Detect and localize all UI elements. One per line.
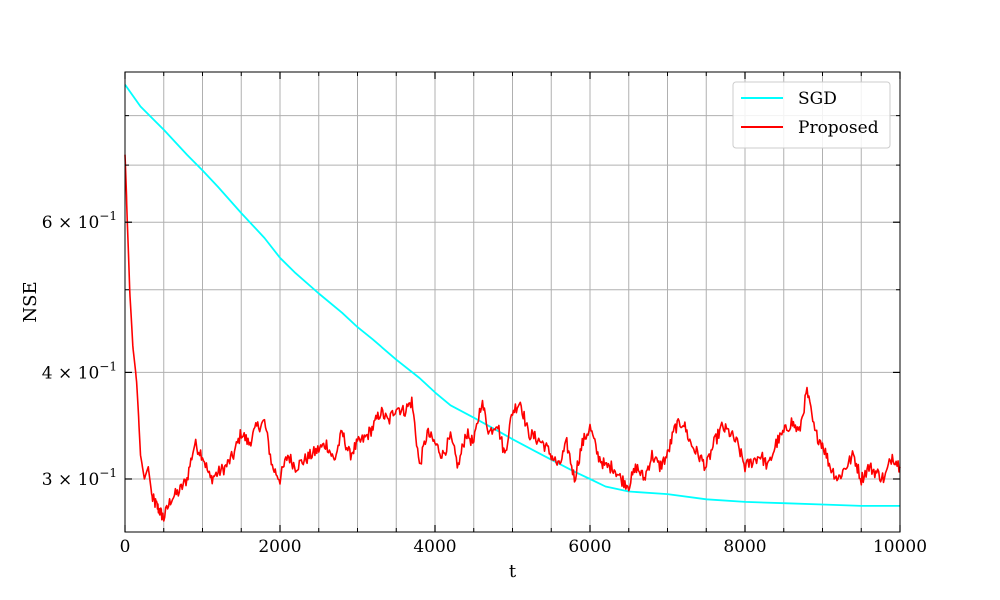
x-tick-label: 0 xyxy=(120,537,131,557)
grid-lines xyxy=(125,72,900,532)
y-tick-label: 3 × 10−1 xyxy=(42,466,117,490)
legend-label-proposed: Proposed xyxy=(798,118,879,138)
legend: SGD Proposed xyxy=(732,81,891,149)
x-tick-label: 4000 xyxy=(413,537,456,557)
x-tick-label: 2000 xyxy=(258,537,301,557)
series-line-sgd xyxy=(124,84,900,507)
y-tick-label: 6 × 10−1 xyxy=(42,209,117,233)
axis-ticks xyxy=(124,72,901,532)
x-tick-label: 8000 xyxy=(723,537,766,557)
series-lines xyxy=(124,84,901,522)
series-line-proposed xyxy=(124,154,901,522)
x-axis-label: t xyxy=(509,561,517,582)
tick-labels: 0 2000 4000 6000 8000 10000 3 × 10−1 4 × 10−1 6 … xyxy=(42,209,927,557)
legend-label-sgd: SGD xyxy=(798,89,837,109)
y-tick-label: 4 × 10−1 xyxy=(42,359,117,383)
x-tick-label: 10000 xyxy=(873,537,927,557)
y-axis-label: NSE xyxy=(20,281,41,322)
x-tick-label: 6000 xyxy=(568,537,611,557)
